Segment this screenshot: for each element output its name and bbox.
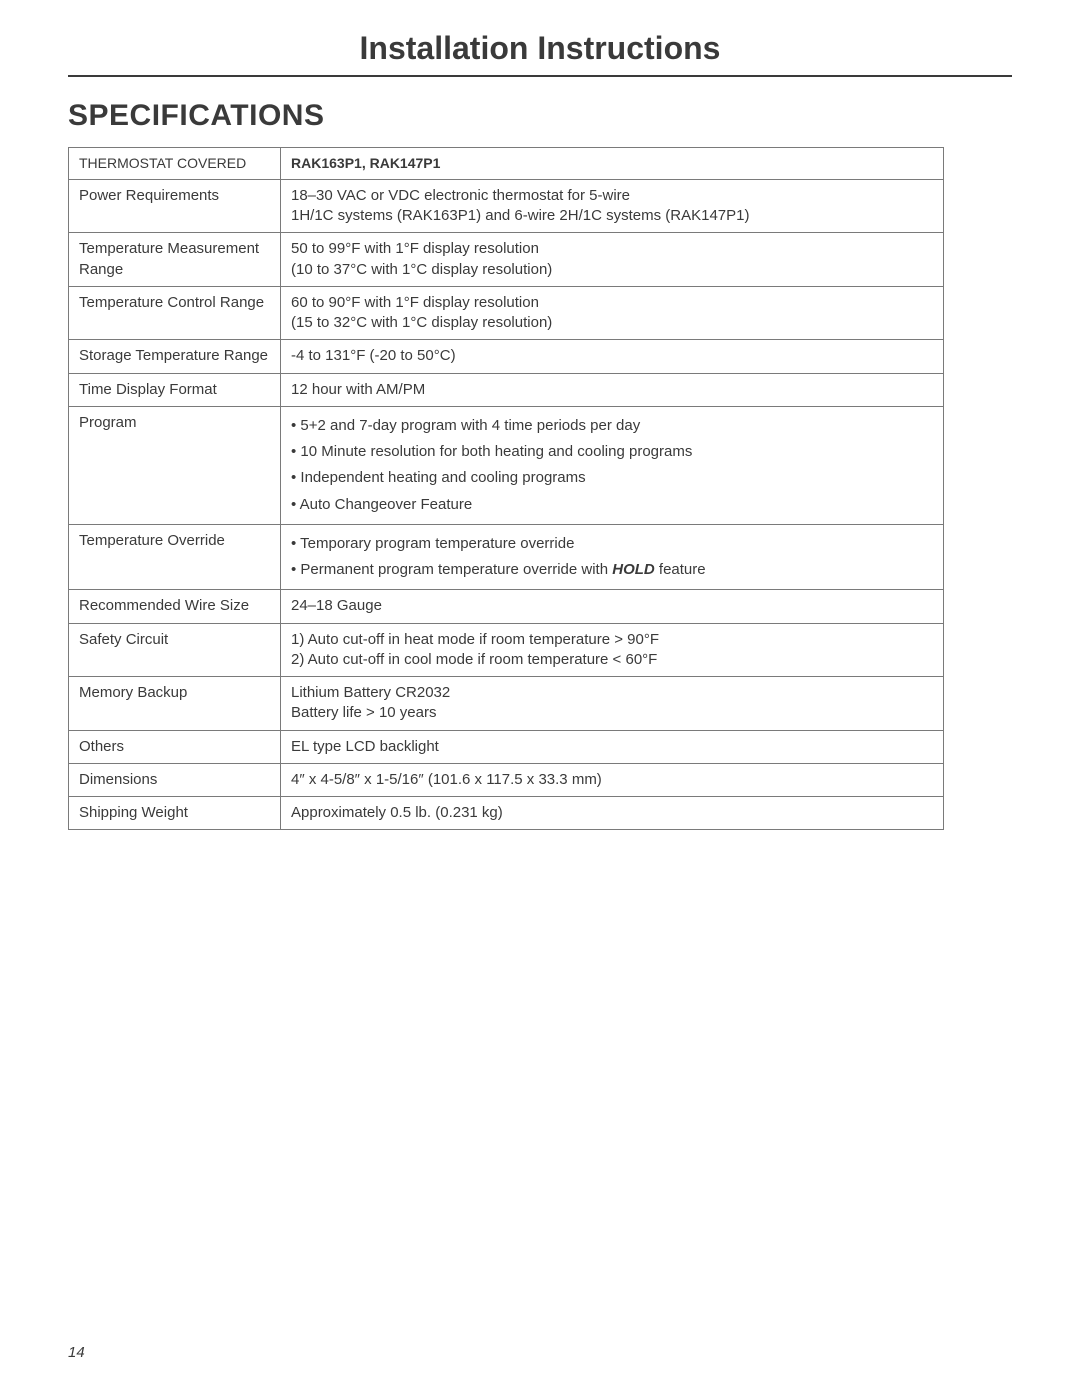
- list-item: 5+2 and 7-day program with 4 time period…: [291, 413, 933, 439]
- row-value: 18–30 VAC or VDC electronic thermostat f…: [281, 179, 944, 233]
- row-value: Approximately 0.5 lb. (0.231 kg): [281, 797, 944, 830]
- value-line: 60 to 90°F with 1°F display resolution: [291, 293, 933, 313]
- row-label: Storage Temperature Range: [69, 340, 281, 373]
- value-line: 50 to 99°F with 1°F display resolution: [291, 239, 933, 259]
- value-line: 2) Auto cut-off in cool mode if room tem…: [291, 650, 933, 670]
- value-line: Lithium Battery CR2032: [291, 683, 933, 703]
- table-row: Memory Backup Lithium Battery CR2032 Bat…: [69, 677, 944, 731]
- row-label: Others: [69, 730, 281, 763]
- table-row: Dimensions 4″ x 4-5/8″ x 1-5/16″ (101.6 …: [69, 763, 944, 796]
- row-value: 4″ x 4-5/8″ x 1-5/16″ (101.6 x 117.5 x 3…: [281, 763, 944, 796]
- row-label: Recommended Wire Size: [69, 590, 281, 623]
- table-row: Safety Circuit 1) Auto cut-off in heat m…: [69, 623, 944, 677]
- list-item: Independent heating and cooling programs: [291, 465, 933, 491]
- value-line: 18–30 VAC or VDC electronic thermostat f…: [291, 186, 933, 206]
- value-line: Battery life > 10 years: [291, 703, 933, 723]
- bullet-list: Temporary program temperature override P…: [291, 531, 933, 584]
- table-row: Temperature Measurement Range 50 to 99°F…: [69, 233, 944, 287]
- header-col1: THERMOSTAT COVERED: [69, 148, 281, 180]
- text-span: feature: [655, 561, 706, 578]
- header-col2: RAK163P1, RAK147P1: [281, 148, 944, 180]
- row-value: 1) Auto cut-off in heat mode if room tem…: [281, 623, 944, 677]
- row-value: Temporary program temperature override P…: [281, 524, 944, 590]
- bullet-list: 5+2 and 7-day program with 4 time period…: [291, 413, 933, 518]
- value-line: 1H/1C systems (RAK163P1) and 6-wire 2H/1…: [291, 206, 933, 226]
- row-value: 24–18 Gauge: [281, 590, 944, 623]
- row-value: EL type LCD backlight: [281, 730, 944, 763]
- page-number: 14: [68, 1344, 85, 1361]
- row-label: Program: [69, 406, 281, 524]
- row-label: Shipping Weight: [69, 797, 281, 830]
- text-span: Permanent program temperature override w…: [300, 561, 612, 578]
- table-row: Power Requirements 18–30 VAC or VDC elec…: [69, 179, 944, 233]
- row-label: Power Requirements: [69, 179, 281, 233]
- table-row: Storage Temperature Range -4 to 131°F (-…: [69, 340, 944, 373]
- row-value: Lithium Battery CR2032 Battery life > 10…: [281, 677, 944, 731]
- value-line: 1) Auto cut-off in heat mode if room tem…: [291, 630, 933, 650]
- row-value: -4 to 131°F (-20 to 50°C): [281, 340, 944, 373]
- list-item: 10 Minute resolution for both heating an…: [291, 439, 933, 465]
- table-row: Shipping Weight Approximately 0.5 lb. (0…: [69, 797, 944, 830]
- row-value: 60 to 90°F with 1°F display resolution (…: [281, 286, 944, 340]
- row-label: Memory Backup: [69, 677, 281, 731]
- row-value: 50 to 99°F with 1°F display resolution (…: [281, 233, 944, 287]
- row-value: 12 hour with AM/PM: [281, 373, 944, 406]
- list-item: Temporary program temperature override: [291, 531, 933, 557]
- table-row: Program 5+2 and 7-day program with 4 tim…: [69, 406, 944, 524]
- value-line: (10 to 37°C with 1°C display resolution): [291, 260, 933, 280]
- table-row: Temperature Control Range 60 to 90°F wit…: [69, 286, 944, 340]
- section-title: SPECIFICATIONS: [68, 99, 1012, 133]
- specifications-table: THERMOSTAT COVERED RAK163P1, RAK147P1 Po…: [68, 147, 944, 830]
- table-row: Time Display Format 12 hour with AM/PM: [69, 373, 944, 406]
- list-item: Permanent program temperature override w…: [291, 557, 933, 583]
- table-row: Others EL type LCD backlight: [69, 730, 944, 763]
- value-line: (15 to 32°C with 1°C display resolution): [291, 313, 933, 333]
- row-label: Temperature Control Range: [69, 286, 281, 340]
- row-label: Time Display Format: [69, 373, 281, 406]
- row-label: Temperature Override: [69, 524, 281, 590]
- row-label: Dimensions: [69, 763, 281, 796]
- table-row: Temperature Override Temporary program t…: [69, 524, 944, 590]
- table-row: Recommended Wire Size 24–18 Gauge: [69, 590, 944, 623]
- hold-keyword: HOLD: [612, 561, 655, 578]
- row-value: 5+2 and 7-day program with 4 time period…: [281, 406, 944, 524]
- list-item: Auto Changeover Feature: [291, 492, 933, 518]
- row-label: Temperature Measurement Range: [69, 233, 281, 287]
- row-label: Safety Circuit: [69, 623, 281, 677]
- page-title: Installation Instructions: [68, 30, 1012, 77]
- table-header-row: THERMOSTAT COVERED RAK163P1, RAK147P1: [69, 148, 944, 180]
